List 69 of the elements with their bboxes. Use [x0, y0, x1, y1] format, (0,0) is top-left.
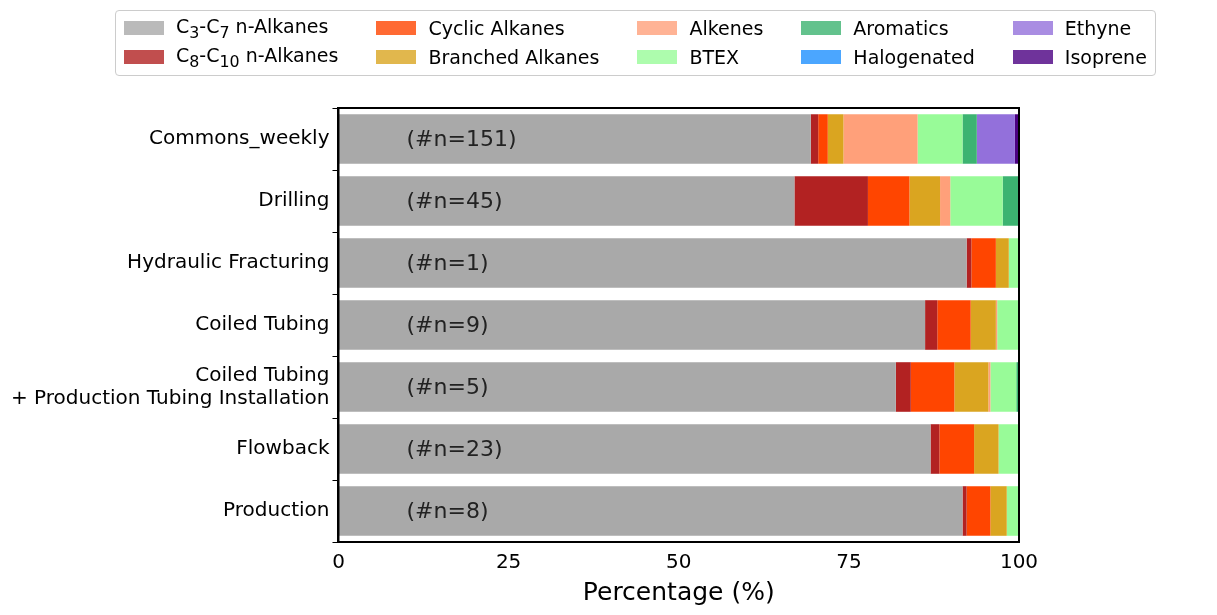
- bar: [867, 176, 910, 226]
- bar: [990, 486, 1007, 536]
- y-tick-label: Coiled Tubing + Production Tubing Installation: [10, 361, 330, 409]
- bar: [338, 238, 967, 288]
- bar: [997, 300, 1019, 350]
- y-tick-label: Production: [223, 497, 330, 522]
- bar: [970, 300, 996, 350]
- bar: [338, 300, 926, 350]
- bar: [810, 114, 819, 164]
- bar: [1006, 486, 1019, 536]
- annotation: (#n=45): [406, 188, 503, 213]
- bar: [910, 362, 955, 412]
- bar: [930, 424, 940, 474]
- x-tick-label: 75: [836, 549, 862, 574]
- legend-label: Branched Alkanes: [428, 46, 600, 69]
- bar: [939, 424, 975, 474]
- x-tick-label: 50: [666, 549, 692, 574]
- legend-label: BTEX: [689, 46, 740, 69]
- y-tick-label: Hydraulic Fracturing: [127, 249, 330, 274]
- bar: [794, 176, 868, 226]
- bar: [940, 176, 951, 226]
- legend-label: Cyclic Alkanes: [428, 17, 565, 40]
- annotation: (#n=9): [406, 312, 489, 337]
- bar: [338, 362, 896, 412]
- bar: [1002, 176, 1019, 226]
- legend-label: Aromatics: [853, 17, 949, 40]
- bar: [827, 114, 844, 164]
- annotation: (#n=151): [406, 126, 517, 151]
- bar: [990, 362, 1017, 412]
- bar: [895, 362, 911, 412]
- bar: [338, 486, 963, 536]
- bar: [843, 114, 918, 164]
- y-tick-label: Coiled Tubing: [195, 311, 330, 336]
- bar: [966, 486, 991, 536]
- bar: [338, 424, 931, 474]
- legend-label: Halogenated: [853, 46, 975, 69]
- annotation: (#n=5): [406, 374, 489, 399]
- legend-label: Alkenes: [689, 17, 764, 40]
- bar: [925, 300, 938, 350]
- bar: [974, 424, 999, 474]
- x-axis-title: Percentage (%): [582, 576, 775, 606]
- annotation: (#n=23): [406, 436, 503, 461]
- legend-label: Isoprene: [1064, 46, 1147, 69]
- legend-label: Ethyne: [1064, 17, 1132, 40]
- y-tick-label: Flowback: [236, 435, 330, 460]
- bar: [995, 238, 1009, 288]
- x-tick-label: 100: [999, 549, 1039, 574]
- bar: [338, 176, 795, 226]
- bar: [998, 424, 1019, 474]
- bar: [917, 114, 963, 164]
- bar: [909, 176, 941, 226]
- annotation: (#n=1): [406, 250, 489, 275]
- legend-label: C$_{3}$-C$_{7}$ n-Alkanes: [176, 15, 329, 42]
- bar: [954, 362, 989, 412]
- x-tick-label: 0: [332, 549, 345, 574]
- bar: [988, 362, 991, 412]
- bar: [818, 114, 828, 164]
- bar: [976, 114, 1015, 164]
- y-tick-label: Drilling: [258, 187, 330, 212]
- bar: [950, 176, 1003, 226]
- y-tick-label: Commons_weekly: [149, 125, 330, 150]
- bar: [962, 486, 967, 536]
- bar: [937, 300, 971, 350]
- annotation: (#n=8): [406, 498, 489, 523]
- legend-label: C$_{8}$-C$_{10}$ n-Alkanes: [176, 43, 339, 71]
- x-tick-label: 25: [495, 549, 522, 574]
- bar: [338, 114, 811, 164]
- bar: [962, 114, 977, 164]
- bar: [971, 238, 996, 288]
